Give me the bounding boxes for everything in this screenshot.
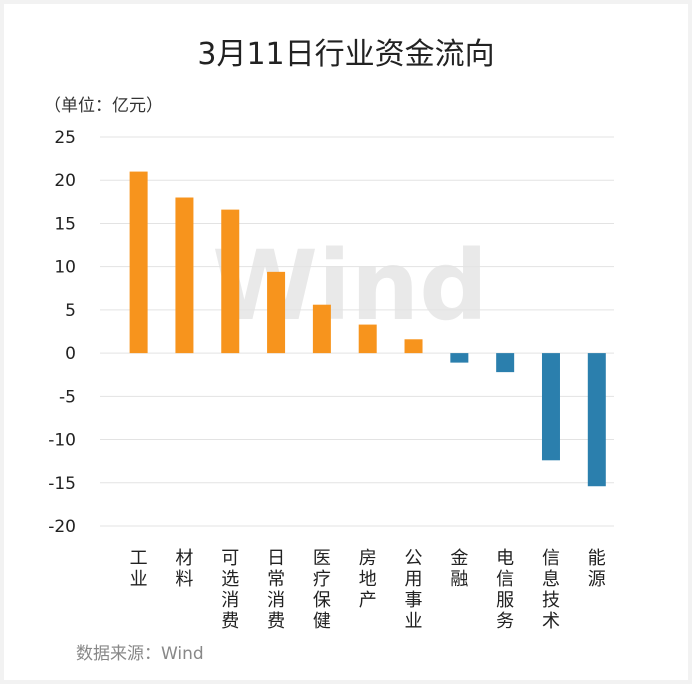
category-label: 材料: [175, 548, 193, 590]
source-label: 数据来源：Wind: [76, 644, 204, 664]
category-label: 公用事业: [405, 548, 423, 632]
category-label: 能源: [588, 548, 606, 590]
category-label: 日常消费: [267, 548, 285, 632]
y-tick-label: -10: [48, 431, 76, 451]
y-tick-label: -20: [48, 517, 76, 537]
bar-6: [358, 324, 377, 354]
y-tick-label: 10: [54, 258, 76, 278]
chart-card: Wind 3月11日行业资金流向 （单位：亿元） 25 20 15 10 5 0 -5 -10…: [4, 4, 688, 680]
category-label: 可选消费: [221, 548, 239, 632]
y-tick-label: -15: [48, 474, 76, 494]
chart-svg: Wind 3月11日行业资金流向 （单位：亿元） 25 20 15 10 5 0 -5 -10…: [44, 37, 614, 664]
y-tick-label: 5: [65, 301, 76, 321]
y-tick-label: 15: [54, 214, 76, 234]
category-label: 金融: [450, 548, 468, 590]
bar-5: [312, 304, 331, 354]
bar-3: [221, 209, 240, 354]
bar-10: [541, 353, 560, 461]
watermark: Wind: [212, 230, 488, 342]
y-tick-label: 20: [54, 171, 76, 191]
y-axis-ticks: 25 20 15 10 5 0 -5 -10 -15 -20: [48, 128, 76, 537]
bar-2: [175, 197, 194, 354]
unit-label: （单位：亿元）: [44, 96, 163, 116]
bar-4: [267, 271, 286, 354]
bar-7: [404, 339, 423, 354]
category-label: 信息技术: [542, 548, 560, 632]
y-tick-label: -5: [59, 387, 76, 407]
bar-1: [129, 171, 148, 354]
category-label: 电信服务: [496, 548, 514, 632]
bar-8: [450, 353, 469, 363]
category-label: 医疗保健: [313, 548, 331, 632]
bar-11: [587, 353, 606, 487]
bars: [129, 171, 606, 487]
category-label: 房地产: [359, 548, 377, 611]
chart-title: 3月11日行业资金流向: [197, 37, 494, 72]
y-tick-label: 0: [65, 344, 76, 364]
y-tick-label: 25: [54, 128, 76, 148]
bar-9: [496, 353, 515, 373]
category-label: 工业: [130, 548, 148, 590]
